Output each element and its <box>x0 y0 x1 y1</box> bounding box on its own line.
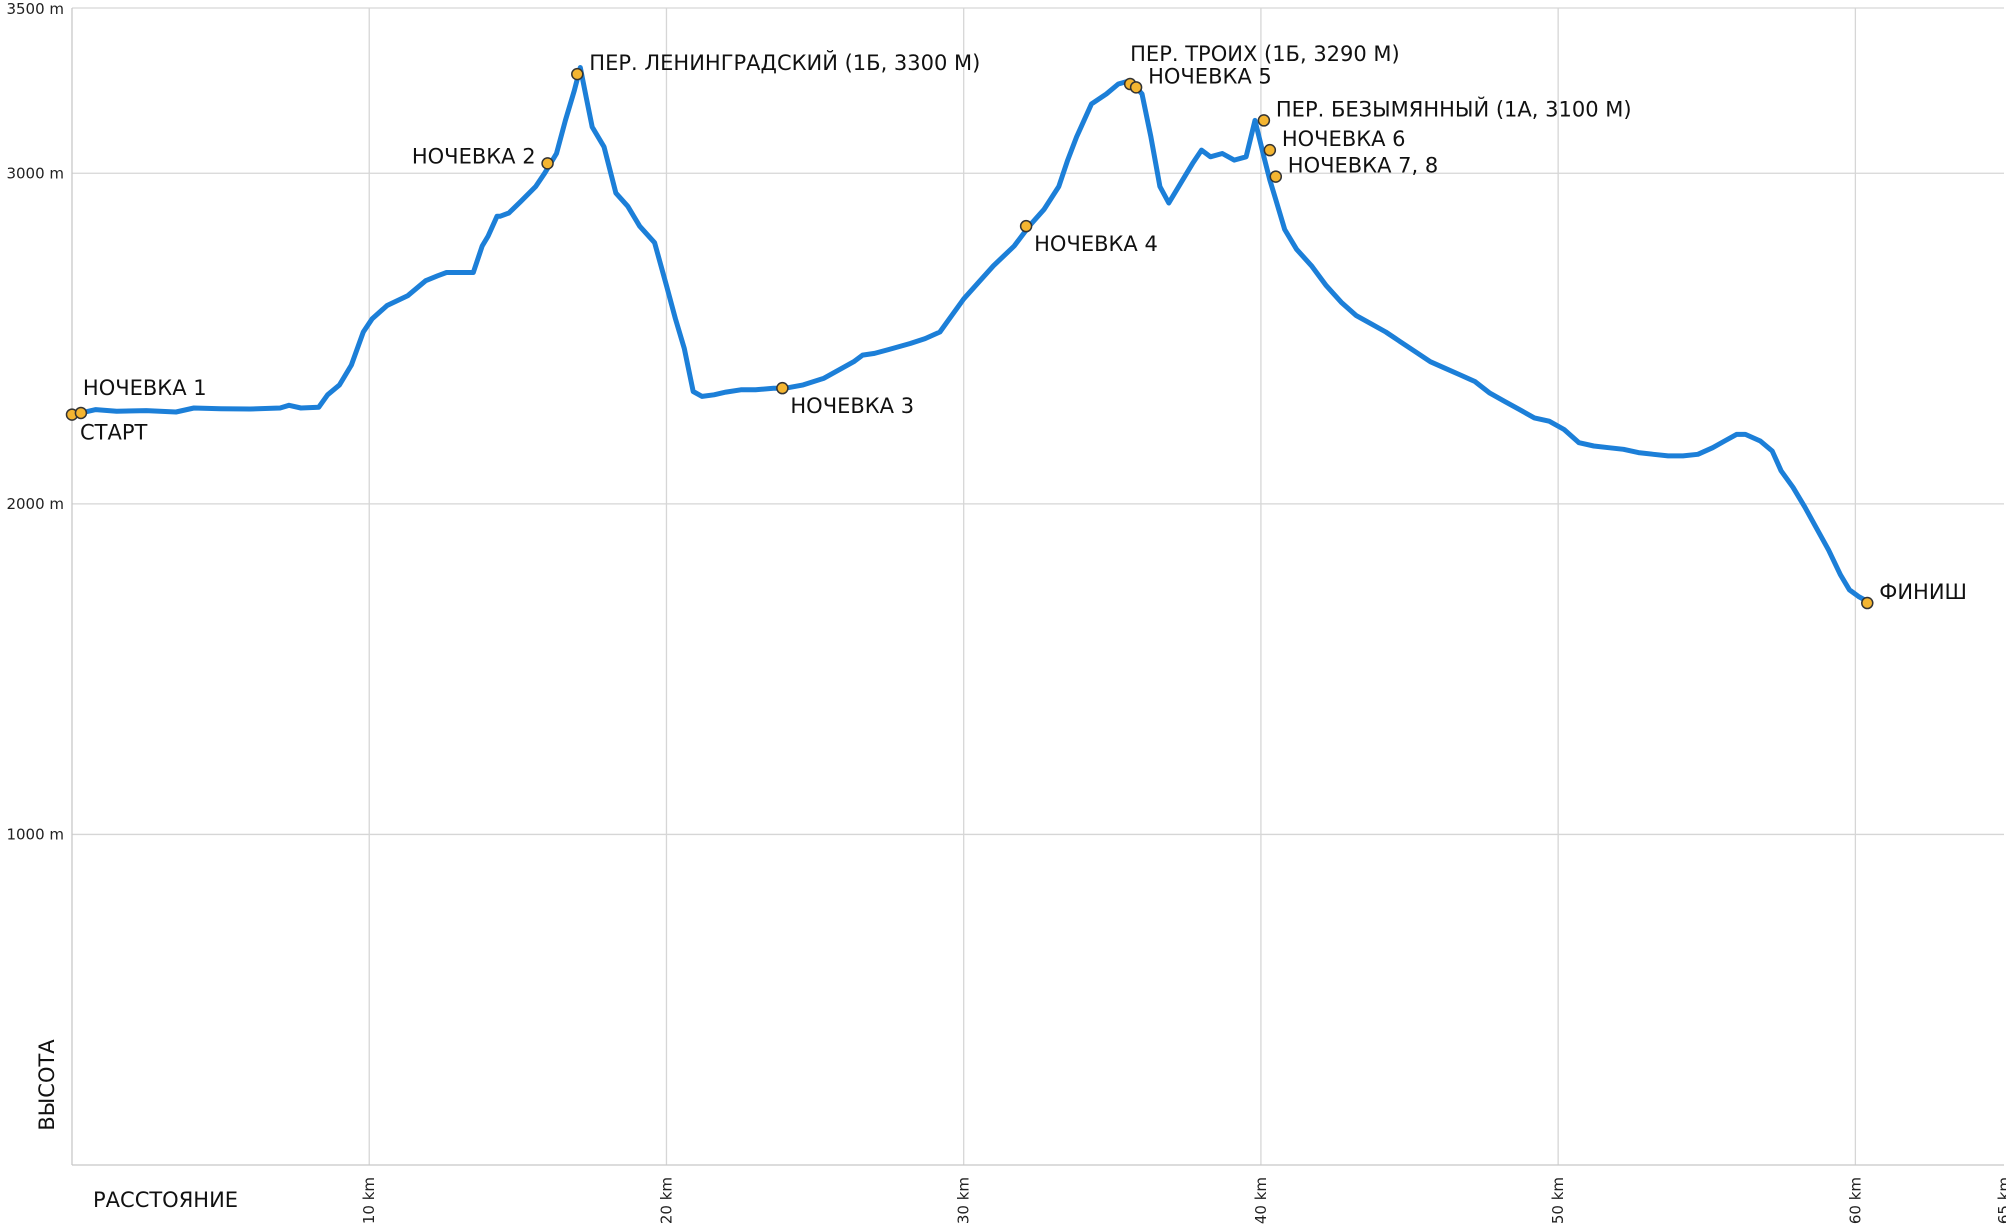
y-tick-label: 3500 m <box>6 0 64 18</box>
y-tick-label: 1000 m <box>6 825 64 843</box>
waypoint-label: ПЕР. ЛЕНИНГРАДСКИЙ (1Б, 3300 М) <box>589 50 980 75</box>
waypoint-marker <box>1861 596 1874 610</box>
waypoint-label: СТАРТ <box>80 421 148 445</box>
x-axis-title: РАССТОЯНИЕ <box>93 1188 238 1212</box>
axis-layer: 1000 m 2000 m 3000 m 3500 m 10 km 20 km 30 km 4… <box>6 0 2006 1224</box>
elevation-line <box>69 65 1870 606</box>
x-tick-label: 30 km <box>955 1177 973 1224</box>
waypoint-marker <box>541 157 554 170</box>
x-tick-label: 10 km <box>360 1177 378 1224</box>
waypoint-marker <box>1269 170 1283 183</box>
waypoint-layer: СТАРТ НОЧЕВКА 1 НОЧЕВКА 2 ПЕР. ЛЕНИНГРАДСКИ… <box>65 42 1967 610</box>
y-tick-label: 2000 m <box>6 495 64 513</box>
waypoint-label: ФИНИШ <box>1879 580 1967 604</box>
waypoint-label: НОЧЕВКА 7, 8 <box>1288 154 1438 178</box>
x-tick-label: 20 km <box>657 1177 675 1224</box>
x-tick-label: 65 km <box>1995 1177 2006 1224</box>
waypoint-label: ПЕР. ТРОИХ (1Б, 3290 М) <box>1130 42 1400 66</box>
waypoint-label: НОЧЕВКА 5 <box>1148 64 1272 88</box>
waypoint-label: НОЧЕВКА 4 <box>1034 232 1158 256</box>
waypoint-marker <box>1257 114 1271 127</box>
x-tick-label: 40 km <box>1252 1177 1270 1224</box>
grid-layer <box>72 7 2004 1165</box>
waypoint-label: НОЧЕВКА 6 <box>1282 127 1406 151</box>
waypoint-label: НОЧЕВКА 1 <box>83 376 207 400</box>
waypoint-marker <box>776 381 789 395</box>
x-tick-label: 50 km <box>1549 1177 1567 1224</box>
waypoint-marker <box>74 406 88 420</box>
series-layer <box>69 65 1870 606</box>
waypoint-marker <box>571 67 584 81</box>
y-axis-title: ВЫСОТА <box>35 1039 59 1131</box>
y-tick-label: 3000 m <box>6 164 64 182</box>
waypoint-marker <box>1129 81 1143 94</box>
waypoint-label: ПЕР. БЕЗЫМЯННЫЙ (1А, 3100 М) <box>1276 96 1632 121</box>
x-tick-label: 60 km <box>1846 1177 1864 1224</box>
waypoint-marker <box>1263 143 1277 157</box>
waypoint-label: НОЧЕВКА 2 <box>412 144 536 168</box>
waypoint-label: НОЧЕВКА 3 <box>790 394 914 418</box>
waypoint-marker <box>1019 219 1033 233</box>
